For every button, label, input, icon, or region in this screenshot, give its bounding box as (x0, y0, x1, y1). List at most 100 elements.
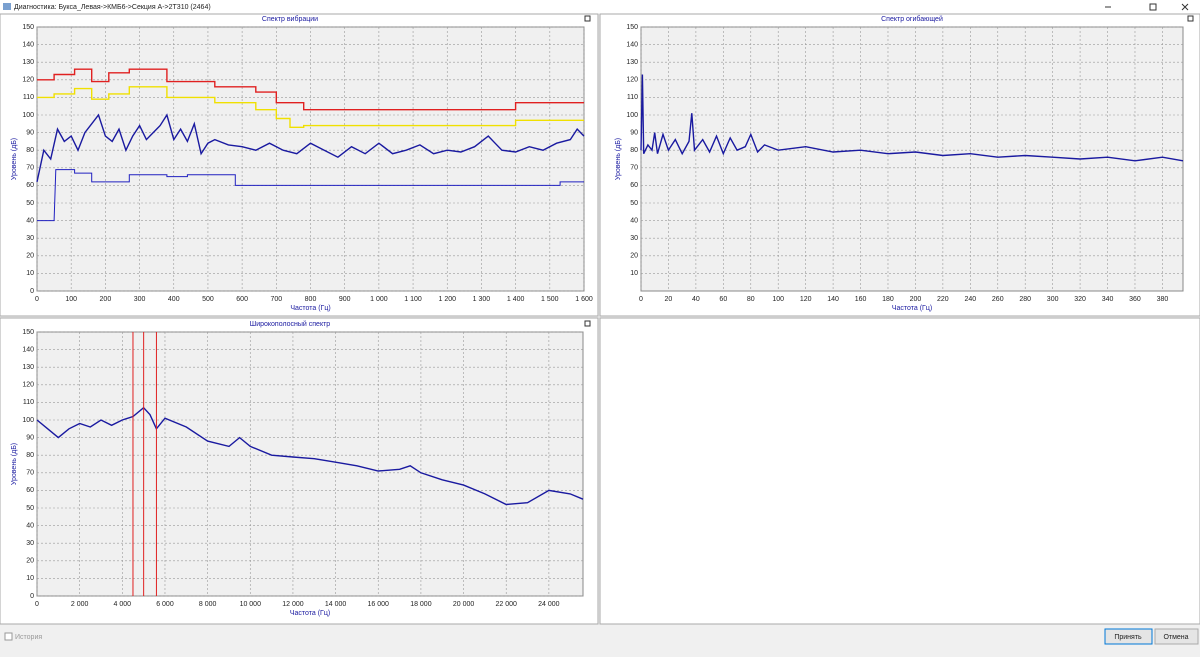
maximize[interactable] (1149, 3, 1157, 11)
x-tick-label: 240 (964, 296, 976, 303)
x-tick-label: 140 (827, 296, 839, 303)
x-tick-label: 1 600 (575, 296, 593, 303)
y-tick-label: 150 (626, 24, 638, 31)
x-tick-label: 400 (168, 296, 180, 303)
x-tick-label: 6 000 (156, 601, 174, 608)
y-tick-label: 10 (630, 270, 638, 277)
chart-title: Спектр огибающей (881, 15, 943, 23)
x-tick-label: 1 100 (404, 296, 422, 303)
y-tick-label: 50 (26, 200, 34, 207)
y-axis-label: Уровень (дБ) (11, 443, 18, 485)
panel-button (584, 320, 591, 327)
y-tick-label: 30 (630, 235, 638, 242)
x-tick-label: 900 (339, 296, 351, 303)
x-tick-label: 0 (35, 601, 39, 608)
y-tick-label: 60 (630, 182, 638, 189)
x-tick-label: 600 (236, 296, 248, 303)
panel (599, 317, 1200, 625)
plot-area (36, 331, 584, 597)
y-tick-label: 40 (630, 217, 638, 224)
y-tick-label: 40 (26, 217, 34, 224)
y-tick-label: 70 (26, 470, 34, 477)
y-tick-label: 90 (26, 434, 34, 441)
x-tick-label: 1 300 (473, 296, 491, 303)
y-axis-label: Уровень (дБ) (11, 138, 18, 180)
y-tick-label: 100 (22, 417, 34, 424)
x-tick-label: 180 (882, 296, 894, 303)
y-tick-label: 50 (630, 200, 638, 207)
y-tick-label: 30 (26, 235, 34, 242)
x-tick-label: 380 (1157, 296, 1169, 303)
y-tick-label: 130 (22, 59, 34, 66)
x-tick-label: 2 000 (71, 601, 89, 608)
x-axis-label: Частота (Гц) (892, 305, 932, 312)
app-icon (3, 3, 11, 10)
x-tick-label: 40 (692, 296, 700, 303)
x-tick-label: 1 500 (541, 296, 559, 303)
x-tick-label: 800 (305, 296, 317, 303)
x-tick-label: 0 (35, 296, 39, 303)
y-tick-label: 110 (23, 94, 34, 101)
y-tick-label: 0 (30, 288, 34, 295)
x-tick-label: 340 (1102, 296, 1114, 303)
x-tick-label: 0 (639, 296, 643, 303)
y-tick-label: 20 (26, 558, 34, 565)
accept-button[interactable] (1104, 628, 1153, 645)
series-line (640, 74, 1184, 162)
y-tick-label: 120 (22, 77, 34, 84)
x-tick-label: 18 000 (410, 601, 432, 608)
y-tick-label: 40 (26, 522, 34, 529)
x-tick-label: 22 000 (496, 601, 518, 608)
y-tick-label: 10 (26, 575, 34, 582)
x-tick-label: 80 (747, 296, 755, 303)
y-tick-label: 80 (26, 147, 34, 154)
x-tick-label: 10 000 (240, 601, 262, 608)
x-tick-label: 1 400 (507, 296, 525, 303)
y-tick-label: 30 (26, 540, 34, 547)
series-line (36, 113, 585, 183)
y-tick-label: 80 (26, 452, 34, 459)
cancel-button[interactable] (1154, 628, 1199, 645)
x-tick-label: 100 (772, 296, 784, 303)
x-tick-label: 360 (1129, 296, 1141, 303)
x-tick-label: 24 000 (538, 601, 560, 608)
y-tick-label: 70 (26, 165, 34, 172)
y-tick-label: 90 (630, 129, 638, 136)
y-tick-label: 0 (30, 593, 34, 600)
y-tick-label: 140 (626, 41, 638, 48)
x-tick-label: 160 (855, 296, 867, 303)
x-axis-label: Частота (Гц) (290, 305, 330, 312)
x-tick-label: 300 (1047, 296, 1059, 303)
x-tick-label: 200 (100, 296, 112, 303)
x-tick-label: 8 000 (199, 601, 217, 608)
series-line (37, 68, 584, 111)
series-line (36, 406, 584, 506)
y-tick-label: 50 (26, 505, 34, 512)
window-title: Диагностика: Букса_Левая->КМБ6->Секция А… (14, 4, 211, 11)
series-line (37, 86, 584, 128)
accept-button-label: Принять (1114, 634, 1142, 641)
y-tick-label: 80 (630, 147, 638, 154)
y-tick-label: 130 (22, 364, 34, 371)
chart-title: Широкополосный спектр (250, 320, 331, 328)
x-tick-label: 100 (65, 296, 77, 303)
panel-button (584, 15, 591, 22)
x-tick-label: 220 (937, 296, 949, 303)
history-checkbox[interactable] (4, 632, 13, 641)
y-tick-label: 90 (26, 129, 34, 136)
x-tick-label: 60 (719, 296, 727, 303)
y-tick-label: 20 (630, 253, 638, 260)
x-tick-label: 12 000 (282, 601, 304, 608)
y-tick-label: 10 (26, 270, 34, 277)
x-axis-label: Частота (Гц) (290, 610, 330, 617)
close[interactable] (1181, 3, 1189, 11)
x-tick-label: 4 000 (114, 601, 132, 608)
y-tick-label: 150 (22, 329, 34, 336)
title-bar (0, 0, 1200, 14)
y-tick-label: 120 (22, 382, 34, 389)
x-tick-label: 200 (910, 296, 922, 303)
panel-button (1187, 15, 1194, 22)
y-tick-label: 120 (626, 77, 638, 84)
